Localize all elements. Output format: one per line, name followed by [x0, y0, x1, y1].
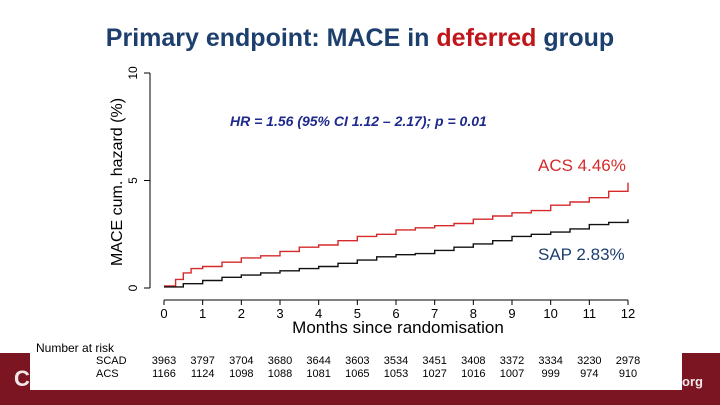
series-line-acs	[164, 182, 629, 287]
risk-cell: 1124	[190, 368, 215, 380]
y-tick-label: 0	[126, 284, 140, 291]
risk-cell: 974	[580, 368, 599, 380]
x-tick-label: 11	[583, 306, 597, 321]
risk-cell: 1053	[383, 368, 409, 380]
x-tick-label: 1	[199, 306, 206, 321]
series-line-sap	[164, 219, 629, 288]
risk-cell: 999	[541, 368, 560, 380]
risk-cell: 3680	[267, 355, 293, 367]
risk-cell: 3797	[190, 355, 215, 367]
title-suffix: group	[536, 24, 615, 52]
y-tick-label: 10	[126, 66, 140, 80]
x-tick-label: 5	[354, 306, 361, 321]
risk-cell: 1027	[422, 368, 447, 380]
x-tick-label: 6	[392, 306, 399, 321]
risk-cell: 1016	[461, 368, 486, 380]
risk-cell: 1081	[306, 368, 331, 380]
risk-cell: 3408	[461, 355, 486, 367]
risk-cell: 3334	[538, 355, 563, 367]
risk-cell: 1088	[267, 368, 293, 380]
y-tick-label: 5	[126, 177, 140, 184]
risk-cell: 3963	[151, 355, 177, 367]
risk-cell: 3644	[306, 355, 331, 367]
sap-series-label: SAP 2.83%	[538, 245, 625, 264]
risk-cell: 1166	[152, 368, 176, 380]
x-tick-label: 12	[621, 306, 635, 321]
risk-cell: 910	[618, 368, 638, 380]
risk-row-label: SCAD	[96, 355, 127, 367]
x-tick-label: 4	[315, 306, 322, 321]
x-tick-label: 7	[431, 306, 438, 321]
risk-table-title: Number at risk	[36, 341, 115, 355]
risk-cell: 1065	[345, 368, 370, 380]
x-tick-label: 10	[543, 306, 557, 321]
x-tick-label: 9	[508, 306, 515, 321]
hazard-ratio-annotation: HR = 1.56 (95% CI 1.12 – 2.17); p = 0.01	[230, 113, 487, 129]
footer-logo-right: org	[682, 374, 703, 389]
acs-series-label: ACS 4.46%	[538, 156, 626, 175]
x-tick-label: 0	[160, 306, 167, 321]
risk-cell: 3372	[499, 355, 525, 367]
risk-table-panel	[30, 338, 682, 390]
risk-cell: 2978	[615, 355, 641, 367]
title-prefix: Primary endpoint: MACE in	[105, 24, 437, 52]
risk-cell: 3230	[577, 355, 602, 367]
x-tick-label: 2	[238, 306, 245, 321]
risk-cell: 3451	[422, 355, 447, 367]
chart-series	[164, 182, 629, 288]
risk-cell: 1007	[499, 368, 525, 380]
x-tick-label: 3	[276, 306, 283, 321]
risk-cell: 3603	[345, 355, 370, 367]
y-axis-label: MACE cum. hazard (%)	[109, 98, 126, 266]
risk-cell: 1098	[229, 368, 254, 380]
risk-row-label: ACS	[96, 368, 119, 380]
x-axis-label: Months since randomisation	[292, 318, 504, 337]
title-highlight: deferred	[436, 24, 537, 52]
risk-cell: 3704	[229, 355, 254, 367]
slide-title: Primary endpoint: MACE in deferred group	[0, 24, 720, 53]
risk-cell: 3534	[383, 355, 409, 367]
x-tick-label: 8	[470, 306, 477, 321]
